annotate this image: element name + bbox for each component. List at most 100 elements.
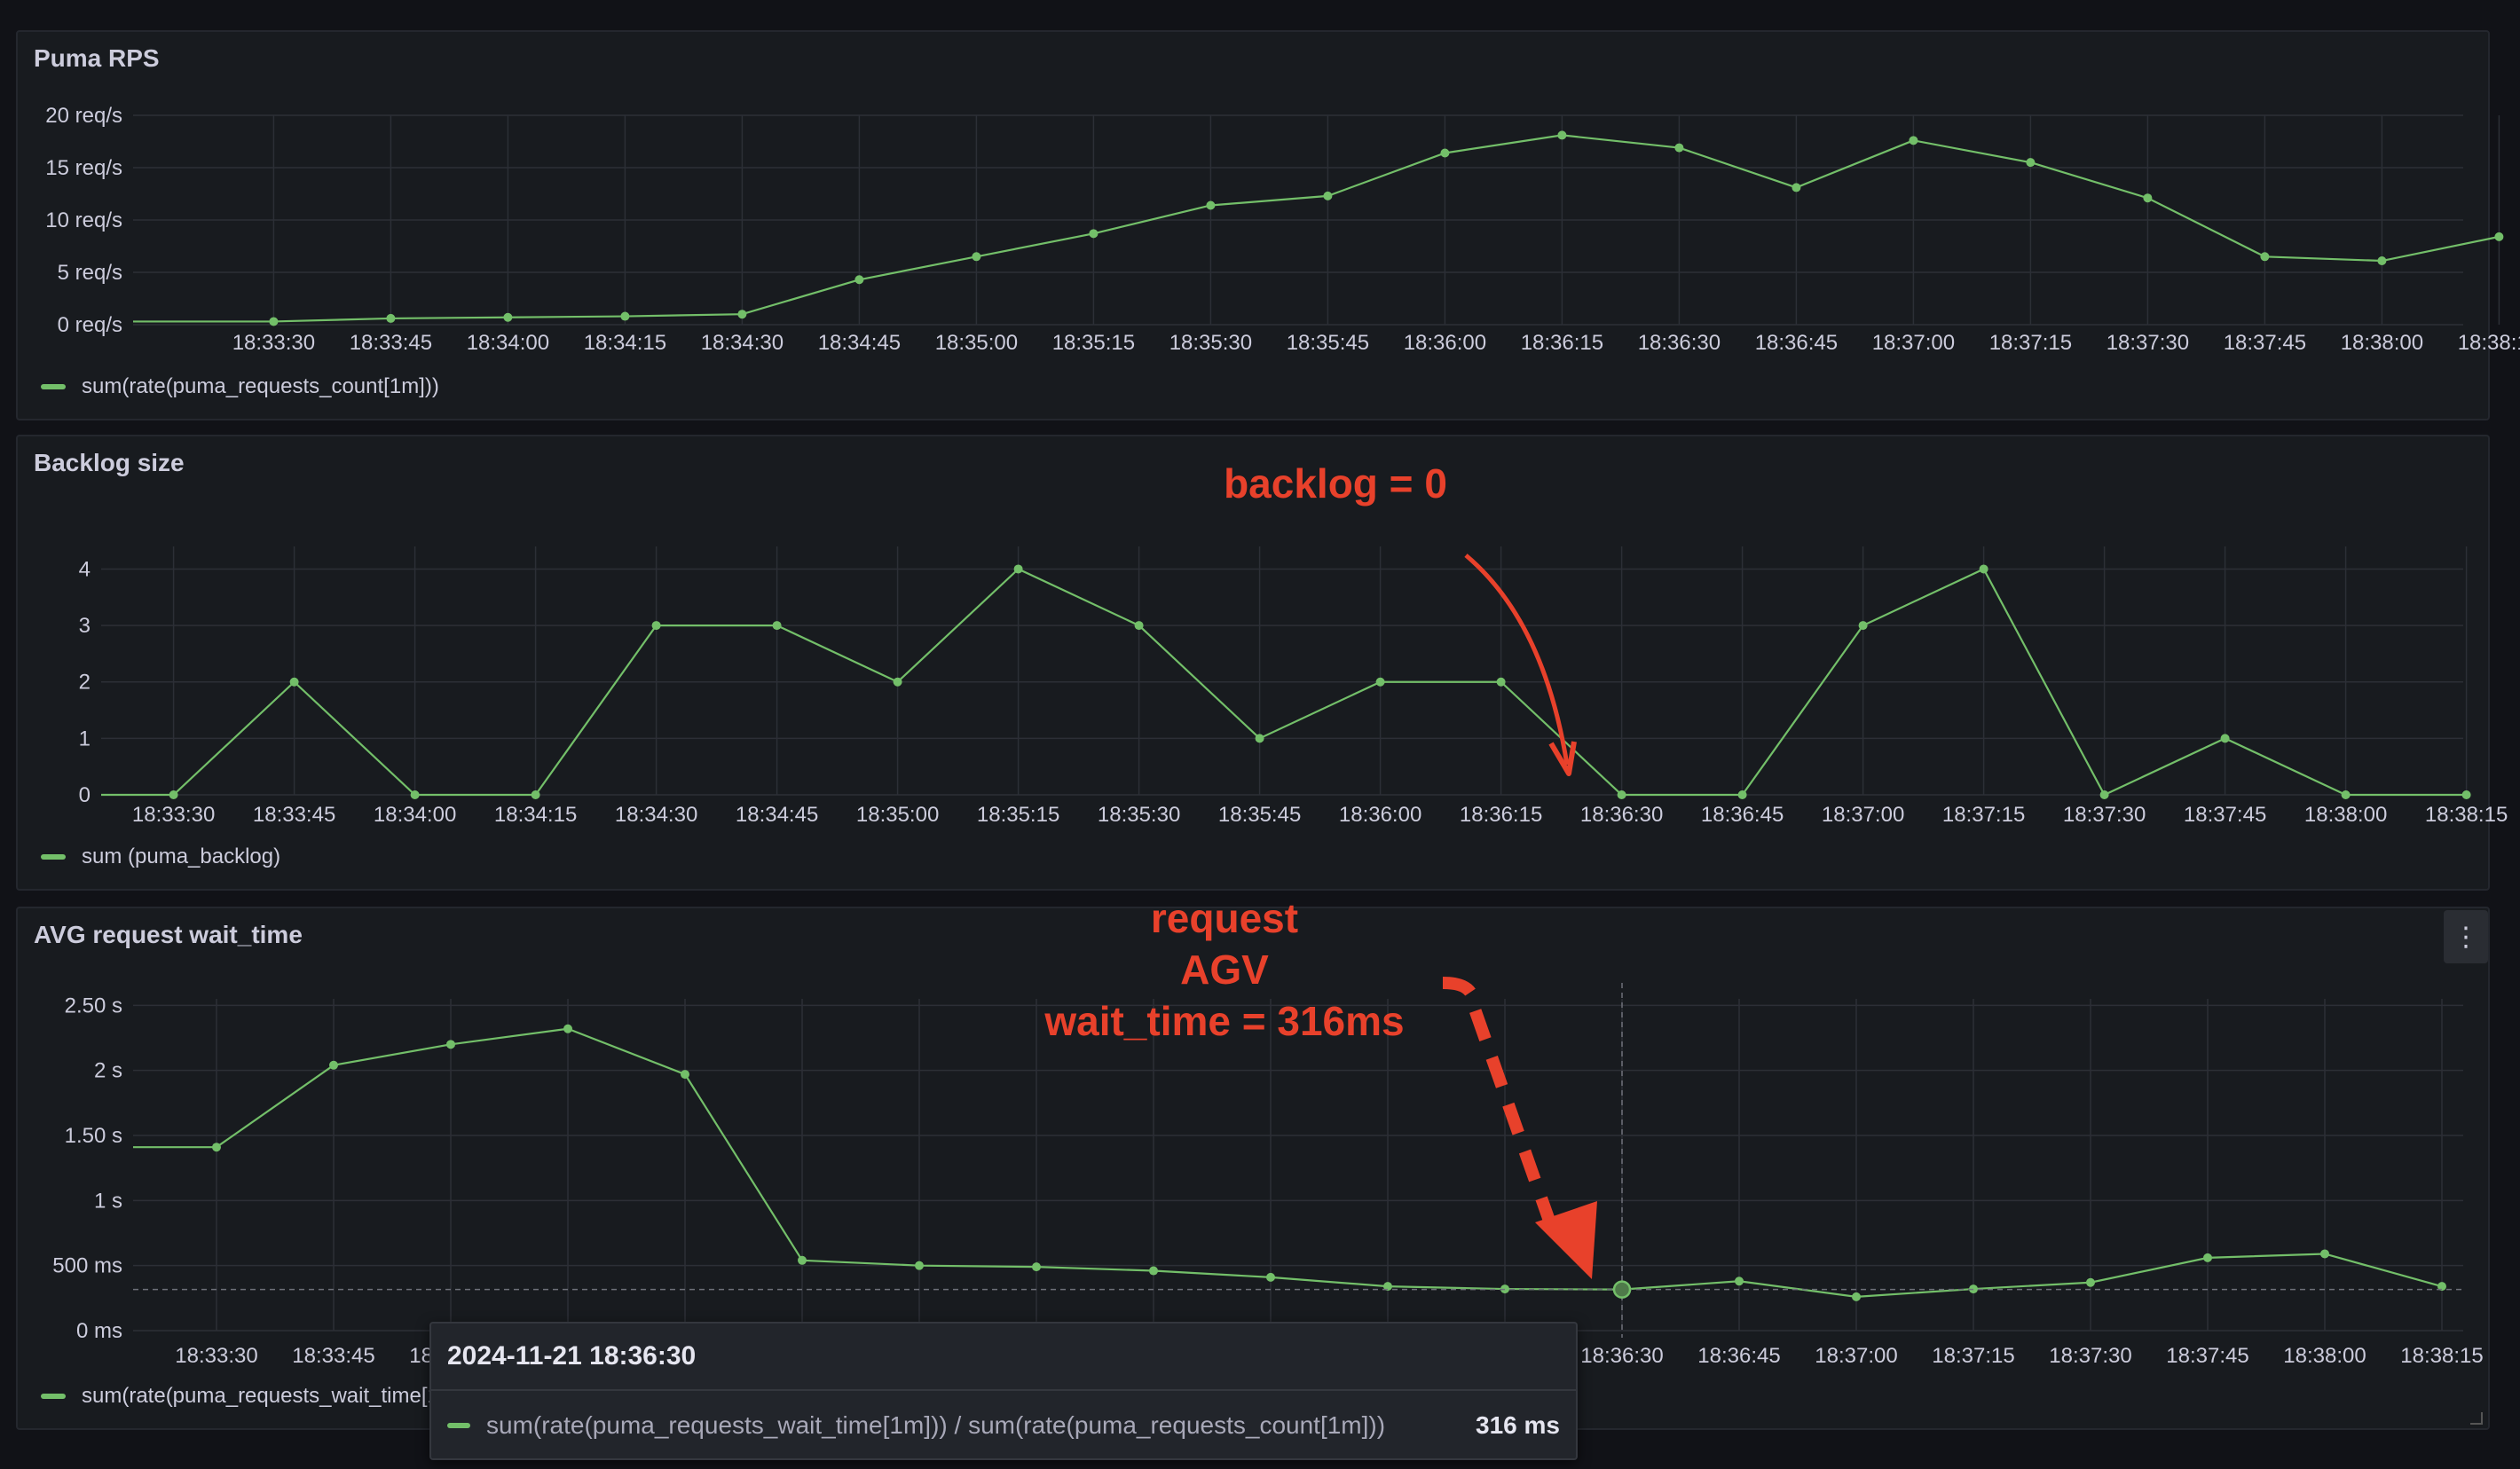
- x-tick-label: 18:36:45: [1697, 1344, 1780, 1368]
- data-point: [1255, 734, 1264, 743]
- legend-color-swatch: [41, 854, 66, 860]
- x-tick-label: 18:38:00: [2283, 1344, 2366, 1368]
- data-point: [2143, 193, 2153, 203]
- data-point: [972, 252, 981, 262]
- data-point: [2260, 252, 2270, 262]
- legend-label[interactable]: sum(rate(puma_requests_count[1m])): [82, 374, 439, 398]
- data-point: [1375, 677, 1385, 687]
- y-tick-label: 10 req/s: [45, 208, 122, 232]
- x-tick-label: 18:36:15: [1521, 331, 1603, 355]
- y-tick-label: 0 req/s: [58, 313, 122, 337]
- data-point: [1909, 136, 1918, 145]
- x-tick-label: 18:33:45: [292, 1344, 374, 1368]
- data-point: [1089, 229, 1099, 239]
- x-tick-label: 18:37:15: [1989, 331, 2072, 355]
- tooltip-series-label: sum(rate(puma_requests_wait_time[1m])) /…: [486, 1411, 1386, 1439]
- y-tick-label: 2 s: [94, 1059, 122, 1083]
- data-point: [798, 1255, 807, 1265]
- data-point: [2494, 232, 2504, 241]
- panel-title[interactable]: Puma RPS: [34, 44, 160, 72]
- x-tick-label: 18:37:00: [1872, 331, 1955, 355]
- y-tick-label: 20 req/s: [45, 104, 122, 128]
- x-tick-label: 18:37:45: [2224, 331, 2306, 355]
- x-tick-label: 18:34:00: [374, 803, 456, 827]
- x-tick-label: 18:35:00: [935, 331, 1018, 355]
- x-tick-label: 18:36:30: [1638, 331, 1721, 355]
- data-point: [915, 1261, 924, 1270]
- y-tick-label: 2: [79, 671, 91, 695]
- tooltip-value: 316 ms: [1476, 1411, 1560, 1439]
- panel-title[interactable]: Backlog size: [34, 449, 185, 476]
- data-point: [681, 1070, 689, 1080]
- annotation-backlog-text: backlog = 0: [1224, 460, 1447, 507]
- data-point: [2086, 1277, 2095, 1287]
- data-point: [386, 313, 396, 323]
- x-tick-label: 18:38:15: [2425, 803, 2508, 827]
- data-point: [1858, 621, 1868, 631]
- annotation-backlog: backlog = 0: [1189, 458, 1482, 509]
- annotation-wait-time: request AGV wait_time = 316ms: [1003, 892, 1446, 1047]
- series-line: [133, 1027, 2443, 1298]
- y-tick-label: 4: [79, 557, 91, 581]
- x-tick-label: 18:34:45: [736, 803, 818, 827]
- data-point: [2220, 734, 2230, 743]
- x-tick-label: 18:33:45: [350, 331, 432, 355]
- x-tick-label: 18:35:45: [1287, 331, 1369, 355]
- data-point: [503, 312, 513, 322]
- legend-label[interactable]: sum (puma_backlog): [82, 844, 281, 868]
- highlighted-point: [1612, 1280, 1632, 1299]
- x-tick-label: 18:37:45: [2166, 1344, 2248, 1368]
- x-tick-label: 18:38:00: [2304, 803, 2387, 827]
- data-point: [269, 317, 279, 326]
- data-point: [737, 310, 747, 319]
- data-point: [531, 790, 540, 799]
- x-tick-label: 18:35:30: [1169, 331, 1252, 355]
- series-line: [133, 134, 2500, 323]
- data-point: [1440, 148, 1450, 158]
- data-point: [2026, 158, 2036, 168]
- legend[interactable]: sum (puma_backlog): [41, 844, 280, 869]
- data-point: [1735, 1277, 1744, 1286]
- panel-title[interactable]: AVG request wait_time: [34, 921, 303, 948]
- x-tick-label: 18:36:15: [1460, 803, 1542, 827]
- data-point: [1323, 191, 1333, 200]
- data-point: [2099, 790, 2109, 799]
- x-tick-label: 18:38:15: [2458, 331, 2520, 355]
- x-tick-label: 18:36:45: [1755, 331, 1838, 355]
- x-tick-label: 18:36:00: [1339, 803, 1421, 827]
- x-tick-label: 18:35:15: [1052, 331, 1135, 355]
- x-tick-label: 18:35:30: [1098, 803, 1180, 827]
- x-tick-label: 18:37:00: [1822, 803, 1904, 827]
- x-tick-label: 18:34:15: [494, 803, 577, 827]
- data-point: [651, 621, 661, 631]
- data-point: [1792, 183, 1801, 192]
- y-tick-label: 2.50 s: [65, 994, 122, 1017]
- legend-color-swatch: [41, 384, 66, 389]
- x-tick-label: 18:34:30: [615, 803, 697, 827]
- data-point: [2320, 1249, 2329, 1259]
- data-point: [1557, 130, 1567, 140]
- legend[interactable]: sum(rate(puma_requests_count[1m])): [41, 374, 439, 399]
- data-point: [2461, 790, 2471, 799]
- y-tick-label: 0: [79, 783, 91, 807]
- x-tick-label: 18:33:30: [232, 331, 315, 355]
- data-point: [1149, 1266, 1158, 1276]
- data-point: [1496, 677, 1506, 687]
- data-point: [329, 1060, 338, 1070]
- panel-resize-handle[interactable]: [2470, 1412, 2483, 1425]
- chart-backlog-size: 0 1 2 3 4 18:33:30 18:33:45 18:34:00 18:34:15 18:…: [79, 546, 2508, 827]
- x-tick-label: 18:37:00: [1815, 1344, 1897, 1368]
- data-point: [1674, 143, 1684, 153]
- x-tick-label: 18:37:30: [2063, 803, 2146, 827]
- data-point: [1979, 564, 1988, 574]
- x-tick-label: 18:37:30: [2049, 1344, 2131, 1368]
- x-tick-label: 18:33:30: [132, 803, 215, 827]
- x-tick-label: 18:36:30: [1580, 803, 1663, 827]
- data-point: [1013, 564, 1023, 574]
- y-tick-label: 1.50 s: [65, 1124, 122, 1148]
- x-tick-label: 18:36:00: [1404, 331, 1486, 355]
- data-point: [1266, 1272, 1275, 1282]
- y-tick-label: 15 req/s: [45, 156, 122, 180]
- panel-menu-button[interactable]: ⋮: [2444, 910, 2488, 963]
- panel-puma-rps: Puma RPS 0 req/s 5 req/s 10 req/s 15 req/s 2…: [16, 30, 2520, 420]
